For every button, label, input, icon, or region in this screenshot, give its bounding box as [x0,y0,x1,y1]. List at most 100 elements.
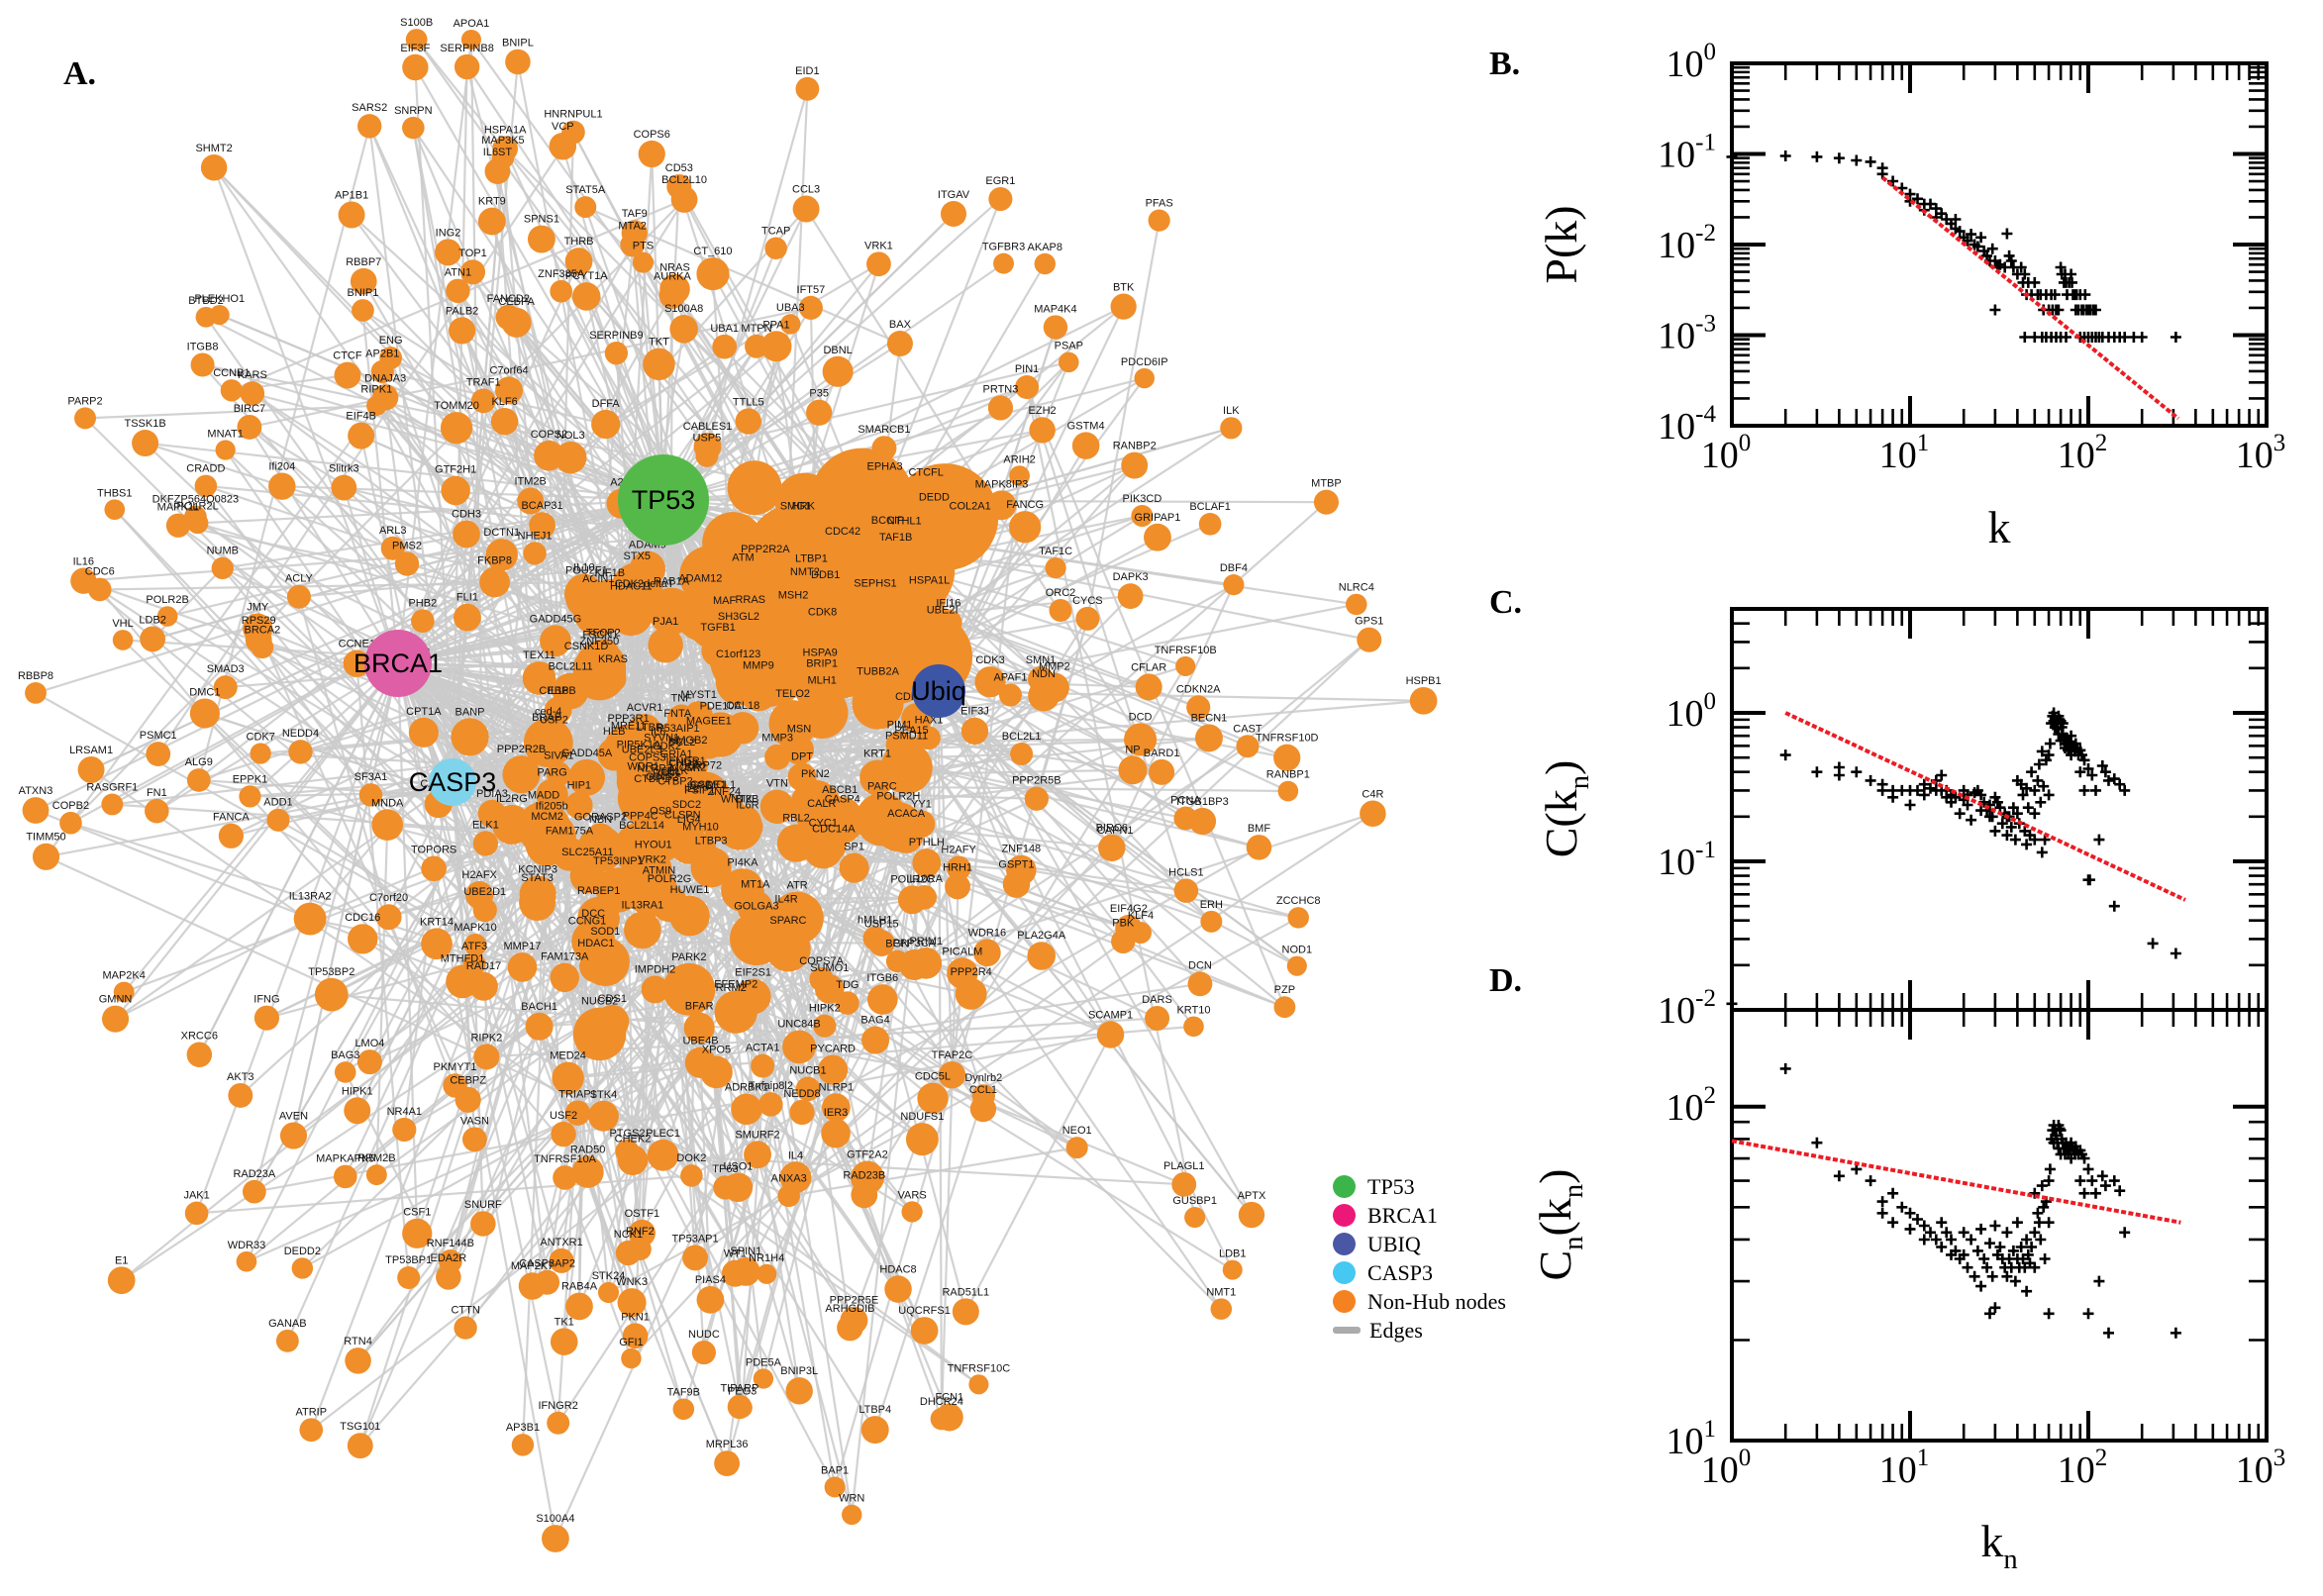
network-edge [35,498,664,694]
network-node [186,1042,213,1068]
network-node [727,460,782,516]
network-edge [196,1174,692,1215]
network-edge [504,148,665,501]
legend-item: BRCA1 [1333,1201,1506,1230]
network-node [550,279,573,303]
network-edge [824,745,1249,1028]
network-node [789,1099,815,1126]
axis-title: kn​ [1980,1516,2017,1575]
network-node [852,677,904,730]
network-node [669,315,698,344]
network-edge [1086,220,1161,620]
network-node [59,811,82,835]
panel-a-label: A. [63,55,97,92]
tick-label: 10-1 [1658,837,1716,883]
network-node [522,661,556,695]
network-node [735,408,761,435]
network-edge [361,310,400,664]
panel-c-label: C. [1489,584,1523,621]
fit-line [1880,175,2180,421]
network-node [974,666,1006,698]
network-edge [617,888,1234,1271]
network-edge [257,639,454,783]
network-edge [222,498,664,569]
network-edge [197,498,664,525]
network-edge [45,405,378,857]
legend-item: Non-Hub nodes [1333,1287,1506,1316]
network-edge [197,126,371,781]
network-node [1045,557,1066,579]
network-edge [98,588,589,1173]
network-edge [390,356,664,501]
network-edge [414,66,664,501]
network-node [550,1328,578,1355]
network-edge [937,690,944,1420]
network-node [1238,1201,1265,1229]
panel-b-label: B. [1489,46,1521,82]
network-node [780,314,801,335]
network-edge [490,813,549,1283]
network-edge [198,662,399,1055]
legend-item: UBIQ [1333,1230,1506,1258]
network-edge [862,665,1187,1196]
tick-label: 100 [1701,1445,1752,1491]
network-node [1173,806,1198,831]
network-edge [798,1046,953,1076]
network-node [1118,755,1148,785]
legend-label: Non-Hub nodes [1367,1288,1506,1314]
legend-label: BRCA1 [1367,1202,1438,1228]
network-edge [351,214,664,501]
network-node [696,1285,725,1314]
network-edge [292,662,400,1137]
network-node [490,407,519,436]
network-edge [46,855,790,1197]
legend-item: CASP3 [1333,1258,1506,1287]
network-node [672,1398,695,1421]
network-node [744,1141,771,1169]
network-node [604,342,629,365]
tick-label: 10-2 [1658,985,1716,1032]
network-edge [221,567,601,1036]
network-node [220,379,244,402]
network-edge [746,1108,913,1213]
legend-label: TP53 [1367,1173,1415,1199]
network-edge [248,426,399,664]
network-node [568,758,606,796]
network-node [1409,687,1438,715]
network-node [156,606,178,627]
network-node [470,1211,496,1237]
network-node [917,1082,949,1114]
network-edge [205,484,394,549]
network-edge [84,417,454,783]
tick-label: 100 [1701,430,1752,476]
network-node [250,743,271,764]
network-edge [873,1095,985,1431]
tick-label: 100 [1666,688,1717,735]
network-node [236,1250,257,1272]
network-node [638,140,665,168]
scatter-points [1726,707,2181,1010]
network-node [851,1181,878,1209]
network-edge [566,1076,980,1386]
panel-d-label: D. [1489,962,1523,999]
network-edge [397,662,876,1431]
network-edge [1110,584,1235,848]
edge-swatch-icon [1333,1327,1361,1334]
network-node [240,381,265,406]
network-node [871,526,904,558]
network-node [1034,252,1056,275]
network-node [1059,351,1079,373]
network-edge [662,208,808,501]
network-edge [114,662,399,1020]
network-edge [1025,386,1196,1218]
network-node [358,783,383,807]
network-edge [556,595,611,1424]
network-node [380,536,405,560]
network-node [186,768,211,792]
tick-label: 103 [2236,430,2286,476]
node-dot-icon [1333,1204,1356,1227]
tick-label: 10-3 [1658,311,1716,357]
